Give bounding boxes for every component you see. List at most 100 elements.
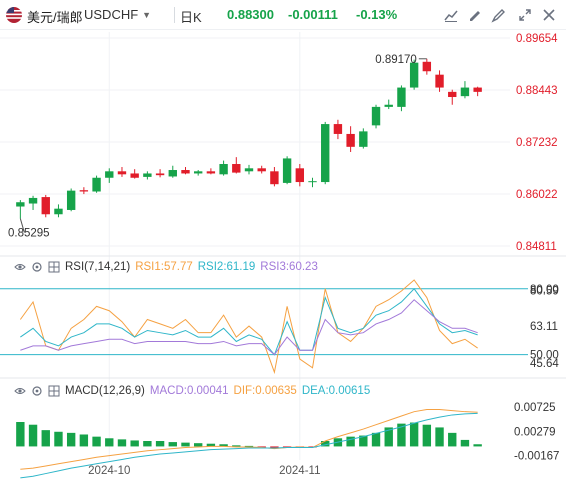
table-icon[interactable] <box>48 385 60 397</box>
macd-histogram-bar <box>282 446 292 448</box>
macd-histogram-bar <box>143 441 152 447</box>
candle-body <box>473 87 482 92</box>
macd-histogram-bar <box>397 423 406 447</box>
price-tick-label: 0.88443 <box>516 85 558 97</box>
price-tick-label: 0.87232 <box>516 137 558 149</box>
candle-body <box>448 91 457 98</box>
draw-button[interactable] <box>464 5 486 25</box>
quote-header: 美元/瑞郎 USDCHF ▼ 日K 0.88300 -0.00111 -0.13… <box>0 0 566 30</box>
candle-body <box>168 170 177 177</box>
last-price: 0.88300 <box>227 7 274 22</box>
macd-histogram-bar <box>244 445 254 447</box>
symbol-name: 美元/瑞郎 <box>27 10 83 25</box>
time-axis-label: 2024-11 <box>279 465 320 477</box>
macd-histogram-bar <box>232 445 241 447</box>
candle-body <box>409 62 419 88</box>
dea-line <box>20 412 478 479</box>
price-change: -0.00111 <box>288 7 338 22</box>
macd-histogram-bar <box>79 434 89 447</box>
trendline-icon <box>444 10 458 22</box>
table-icon[interactable] <box>48 261 60 273</box>
rsi3-value: RSI3:60.23 <box>260 261 318 273</box>
rsi-axis-label: 80.59 <box>530 286 559 298</box>
price-change-pct: -0.13% <box>356 7 398 22</box>
candle-body <box>117 171 127 175</box>
macd-legend: MACD(12,26,9) MACD:0.00041 DIF:0.00635 D… <box>14 385 370 397</box>
candle-body <box>397 87 406 107</box>
macd-histogram-bar <box>371 432 381 447</box>
candle-body <box>41 197 50 215</box>
eye-icon[interactable] <box>14 385 26 397</box>
candle-body <box>346 133 355 147</box>
eye-icon[interactable] <box>14 261 26 273</box>
candle-body <box>219 164 228 175</box>
macd-histogram-bar <box>219 444 228 447</box>
price-tick-label: 0.86022 <box>516 189 558 201</box>
rsi2-value: RSI2:61.19 <box>197 261 256 273</box>
period-selector[interactable]: 日K <box>180 10 202 25</box>
macd-histogram-bar <box>92 436 101 447</box>
macd-histogram-bar <box>66 432 76 447</box>
macd-histogram-bar <box>473 444 482 447</box>
candle-body <box>333 124 343 134</box>
candle-body <box>181 170 190 174</box>
candle-body <box>308 181 317 183</box>
dif-value: DIF:0.00635 <box>233 385 297 397</box>
fullscreen-icon <box>519 9 531 21</box>
macd-histogram-bar <box>384 427 393 447</box>
candle-body <box>28 197 38 204</box>
close-icon <box>543 9 555 21</box>
low-marker <box>19 218 25 233</box>
candle-body <box>16 202 25 207</box>
macd-histogram-bar <box>460 439 470 447</box>
candle-body <box>193 171 203 174</box>
candle-body <box>54 208 63 215</box>
macd-histogram-bar <box>346 436 355 447</box>
close-button[interactable] <box>538 5 560 25</box>
divider <box>174 7 175 23</box>
high-price-label: 0.89170 <box>375 54 417 66</box>
macd-histogram-bar <box>422 424 432 447</box>
macd-histogram-bar <box>409 422 419 447</box>
dif-line <box>20 409 478 470</box>
pencil-button[interactable] <box>488 5 510 25</box>
candle-body <box>143 173 152 177</box>
macd-axis-label: 0.00725 <box>514 402 556 414</box>
macd-histogram-bar <box>193 443 203 447</box>
draw-icon <box>470 11 480 21</box>
candle-body <box>295 168 305 183</box>
rsi-line-1 <box>19 279 478 375</box>
macd-value: MACD:0.00041 <box>149 385 229 397</box>
rsi-axis-label: 50.00 <box>530 350 559 362</box>
rsi-axis-label: 45.64 <box>530 358 559 370</box>
candle-body <box>130 173 139 178</box>
symbol-selector[interactable]: USDCHF ▼ <box>84 7 151 22</box>
settings-icon[interactable] <box>31 261 43 273</box>
candle-body <box>92 177 101 192</box>
dea-value: DEA:0.00615 <box>301 385 371 397</box>
macd-histogram-bar <box>181 442 190 447</box>
macd-histogram-bar <box>105 438 114 447</box>
symbol-code: USDCHF <box>84 7 139 22</box>
rsi-name: RSI(7,14,21) <box>65 261 131 273</box>
rsi-axis-label: 80.00 <box>530 284 559 296</box>
trendline-button[interactable] <box>440 5 462 25</box>
rsi-legend: RSI(7,14,21) RSI1:57.77 RSI2:61.19 RSI3:… <box>14 261 318 273</box>
macd-histogram-bar <box>435 427 444 447</box>
pencil-icon <box>491 9 505 23</box>
rsi-line-3 <box>20 299 478 356</box>
price-tick-label: 0.84811 <box>516 241 557 253</box>
macd-histogram-bar <box>117 439 127 447</box>
candle-body <box>244 168 254 172</box>
settings-icon[interactable] <box>31 385 43 397</box>
macd-axis-label: 0.00279 <box>514 426 556 438</box>
macd-axis-label: -0.00167 <box>514 450 559 462</box>
candle-body <box>270 171 279 185</box>
macd-histogram-bar <box>28 424 38 447</box>
macd-histogram-bar <box>54 431 63 447</box>
candle-body <box>79 190 89 192</box>
macd-histogram-bar <box>168 442 177 447</box>
fullscreen-button[interactable] <box>514 5 536 25</box>
macd-histogram-bar <box>130 440 139 447</box>
